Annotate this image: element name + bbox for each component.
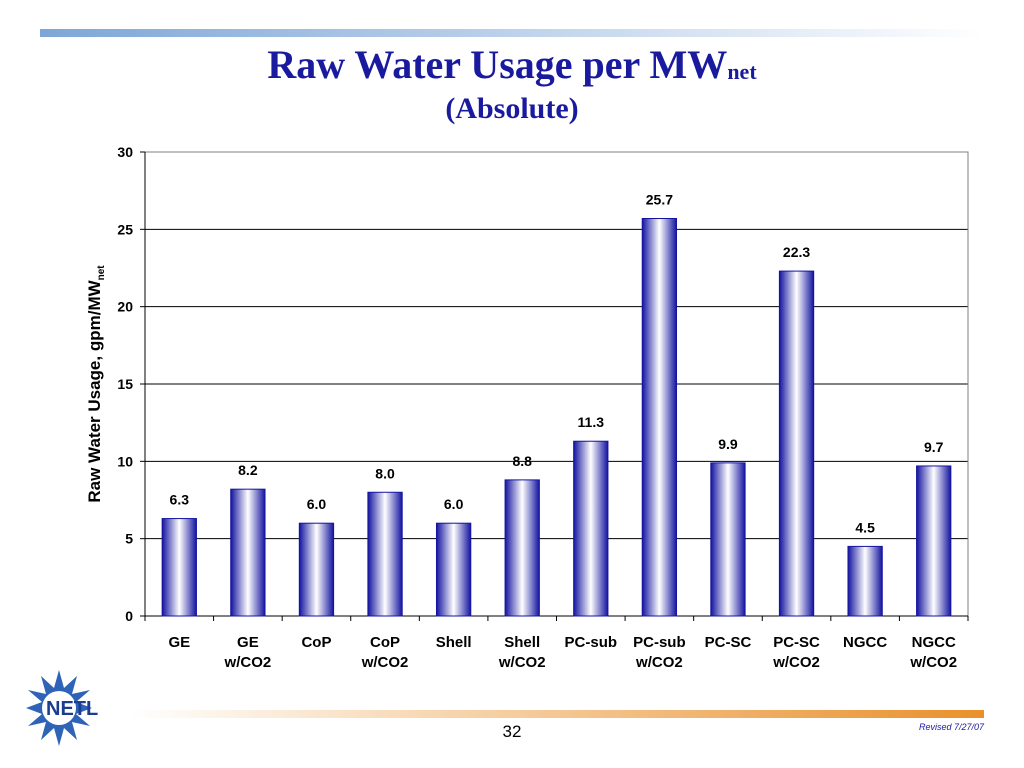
x-tick-label: NGCC (843, 634, 887, 651)
x-tick-label: Shell (504, 634, 540, 651)
bar (847, 545, 883, 617)
data-label: 4.5 (855, 519, 875, 535)
bottom-decorative-rule (130, 710, 984, 718)
bar (161, 518, 197, 617)
y-tick-label: 5 (125, 531, 133, 547)
slide-title: Raw Water Usage per MWnet (0, 42, 1024, 94)
x-tick-label: CoP (370, 634, 400, 651)
x-tick-label: PC-sub (565, 634, 618, 651)
bar (504, 479, 540, 617)
data-label: 8.2 (238, 462, 258, 478)
data-label: 6.0 (307, 496, 327, 512)
bar (435, 522, 472, 617)
x-tick-label: CoP (301, 634, 331, 651)
bar (573, 440, 609, 617)
data-label: 22.3 (783, 244, 810, 260)
bars (161, 218, 952, 617)
data-label: 11.3 (578, 414, 605, 430)
x-tick-label: Shell (436, 634, 472, 651)
y-axis-title-subscript: net (96, 265, 107, 281)
bar (778, 270, 815, 617)
x-tick-label: PC-sub (633, 634, 686, 651)
x-tick-label: NGCC (912, 634, 956, 651)
y-tick-label: 10 (117, 453, 133, 469)
x-tick-labels: GE GE w/CO2 CoP CoP w/CO2 Shell Shell w/CO2 PC-su… (168, 634, 957, 671)
x-tick-label: w/CO2 (772, 654, 820, 671)
x-tick-label: GE (237, 634, 259, 651)
y-tick-label: 25 (117, 221, 133, 237)
title-main: Raw Water Usage per MW (267, 42, 728, 87)
y-tick-label: 20 (117, 299, 133, 315)
data-label: 9.7 (924, 439, 944, 455)
netl-starburst-icon (26, 670, 92, 746)
y-tick-label: 0 (125, 608, 133, 624)
y-axis-title: Raw Water Usage, gpm/MWnet (85, 265, 107, 503)
title-subscript: net (727, 59, 757, 84)
data-labels: 6.3 8.2 6.0 8.0 6.0 8.8 11.3 25.7 9.9 22.3 4.5 9.7 (170, 192, 944, 536)
netl-logo: NETL (26, 670, 98, 746)
bar (298, 522, 335, 617)
y-tick-labels: 0 5 10 15 20 25 30 (117, 144, 133, 624)
x-tick-label: w/CO2 (361, 654, 409, 671)
x-tick-label: w/CO2 (635, 654, 683, 671)
x-tick-label: GE (168, 634, 190, 651)
data-label: 6.3 (170, 492, 190, 508)
x-tick-label: w/CO2 (909, 654, 957, 671)
netl-logo-text: NETL (46, 698, 98, 720)
bar (710, 462, 746, 617)
bar (916, 465, 952, 617)
data-label: 6.0 (444, 496, 464, 512)
bar (367, 491, 403, 617)
gridlines (145, 151, 968, 617)
revised-date: Revised 7/27/07 (918, 722, 984, 732)
y-tick-label: 15 (117, 376, 133, 392)
x-tick-label: PC-SC (705, 634, 752, 651)
bar (641, 218, 678, 617)
slide-subtitle: (Absolute) (445, 92, 579, 125)
bar (230, 488, 266, 617)
x-tick-label: w/CO2 (498, 654, 546, 671)
axes (140, 151, 969, 621)
x-tick-label: w/CO2 (224, 654, 272, 671)
y-tick-label: 30 (117, 144, 133, 160)
data-label: 8.0 (375, 465, 395, 481)
top-decorative-rule (40, 29, 984, 37)
y-axis-title: Raw Water Usage, gpm/MWnet (85, 265, 107, 503)
x-tick-label: PC-SC (773, 634, 820, 651)
data-label: 25.7 (646, 192, 673, 208)
data-label: 9.9 (718, 436, 738, 452)
page-number: 32 (502, 722, 522, 741)
y-axis-title-main: Raw Water Usage, gpm/MW (85, 279, 104, 502)
data-label: 8.8 (512, 453, 532, 469)
